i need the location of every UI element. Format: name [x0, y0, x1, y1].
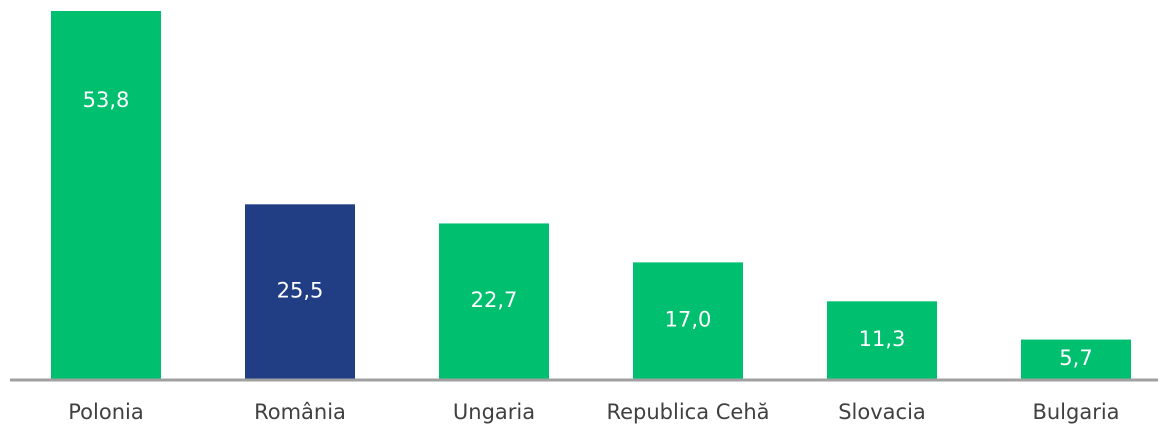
x-tick-label: Ungaria	[453, 400, 535, 424]
value-label: 5,7	[1059, 346, 1092, 370]
x-tick-label: România	[254, 400, 346, 424]
value-label: 25,5	[277, 278, 324, 302]
value-label: 53,8	[83, 88, 130, 112]
bar	[827, 301, 937, 379]
bar	[1021, 339, 1131, 379]
x-tick-label: Polonia	[68, 400, 143, 424]
bar	[245, 204, 355, 379]
x-tick-label: Republica Cehă	[606, 400, 769, 424]
x-tick-label: Bulgaria	[1032, 400, 1119, 424]
bar	[51, 11, 161, 379]
value-label: 17,0	[665, 307, 712, 331]
bar	[439, 223, 549, 379]
x-tick-label: Slovacia	[838, 400, 926, 424]
value-label: 22,7	[471, 288, 518, 312]
bar	[633, 262, 743, 379]
value-label: 11,3	[859, 327, 906, 351]
